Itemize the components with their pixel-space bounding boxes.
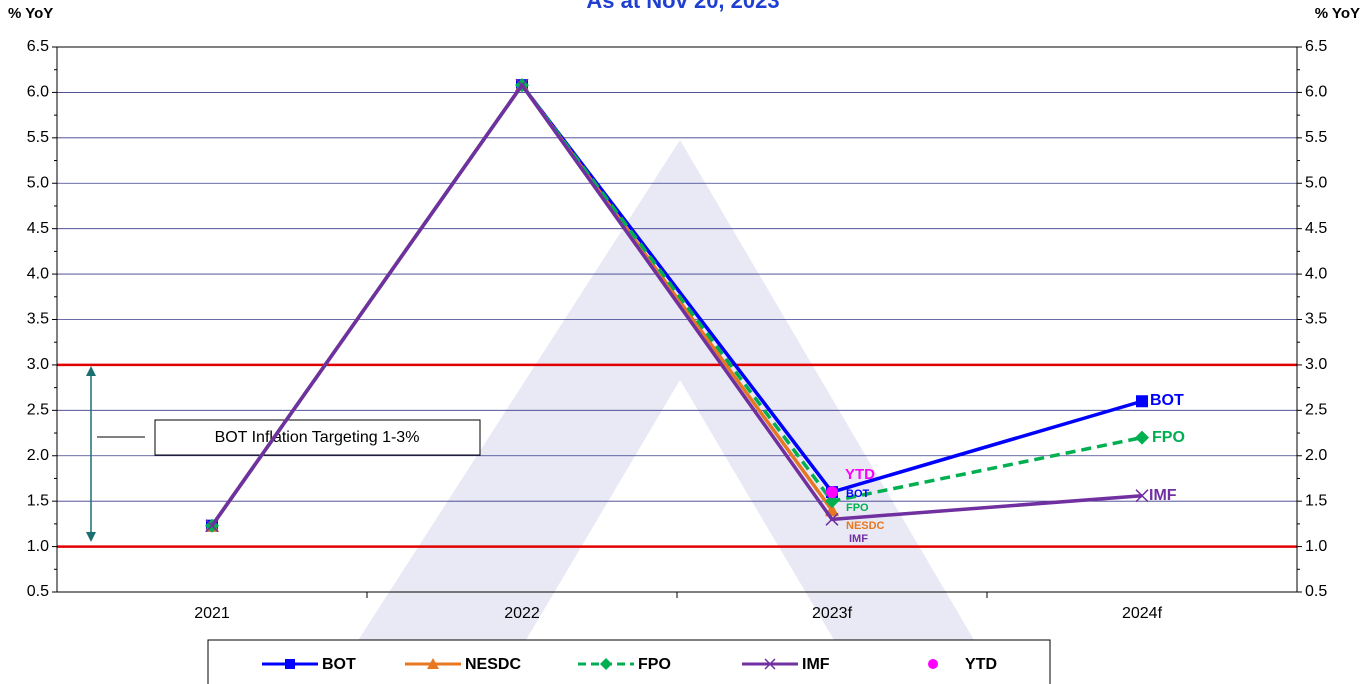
- legend-label: BOT: [322, 656, 356, 673]
- y2-tick-label: 0.5: [1305, 583, 1327, 600]
- legend-label: YTD: [965, 656, 997, 673]
- marker: [825, 512, 839, 526]
- plot-frame: [56, 46, 1298, 593]
- point-label: IMF: [849, 533, 868, 545]
- y2-tick-label: 3.5: [1305, 311, 1327, 328]
- y-tick-label: 5.0: [27, 174, 49, 191]
- y-tick-label: 4.5: [27, 220, 49, 237]
- legend-label: NESDC: [465, 656, 521, 673]
- y-tick-label: 4.0: [27, 265, 49, 282]
- y-tick-label: 3.5: [27, 311, 49, 328]
- series-group: [826, 486, 838, 499]
- y-tick-label: 0.5: [27, 583, 49, 600]
- point-labels: YTD BOT FPO NESDC IMF BOT FPO IMF: [845, 392, 1185, 545]
- series: [205, 78, 1149, 533]
- marker: [285, 659, 295, 669]
- y-tick-label: 6.0: [27, 84, 49, 101]
- point-label: YTD: [845, 466, 875, 483]
- marker: [1135, 489, 1149, 503]
- point-label: BOT: [846, 488, 870, 500]
- legend: BOT NESDC FPO IMF YTD: [262, 656, 997, 673]
- marker: [600, 658, 612, 670]
- point-label: FPO: [1152, 429, 1185, 446]
- y-tick-label: 2.0: [27, 447, 49, 464]
- marker: [928, 659, 938, 669]
- series-line: [210, 83, 1143, 527]
- y2-tick-label: 6.5: [1305, 38, 1327, 55]
- y-tick-label: 1.5: [27, 492, 49, 509]
- marker: [825, 494, 839, 509]
- point-label: BOT: [1150, 392, 1184, 409]
- annotation: BOT Inflation Targeting 1-3%: [215, 429, 420, 446]
- y2-axis-label: % YoY: [1315, 5, 1360, 22]
- y-tick-label: 3.0: [27, 356, 49, 373]
- y2-tick-label: 2.5: [1305, 402, 1327, 419]
- y-axis-label: % YoY: [8, 5, 53, 22]
- y-tick-label: 5.5: [27, 129, 49, 146]
- point-label: IMF: [1149, 487, 1177, 504]
- marker: [515, 78, 529, 92]
- point-label: FPO: [846, 502, 869, 514]
- marker: [764, 658, 776, 670]
- y-tick-label: 1.0: [27, 538, 49, 555]
- y-tick-label: 2.5: [27, 402, 49, 419]
- targets: [57, 363, 1297, 548]
- arrow-head: [86, 366, 96, 376]
- y2-tick-label: 3.0: [1305, 356, 1327, 373]
- x-tick-label: 2024f: [1122, 605, 1163, 622]
- legend-label: FPO: [638, 656, 671, 673]
- point-label: NESDC: [846, 520, 885, 532]
- x-tick-label: 2023f: [812, 605, 853, 622]
- marker: [427, 658, 439, 669]
- x-tick-label: 2021: [194, 605, 230, 622]
- y2-tick-label: 2.0: [1305, 447, 1327, 464]
- marker: [826, 486, 838, 499]
- annotation-box: [154, 419, 481, 456]
- legend-box: [207, 639, 1051, 684]
- y2-tick-label: 6.0: [1305, 84, 1327, 101]
- marker: [1135, 430, 1149, 445]
- y2-tick-label: 1.5: [1305, 492, 1327, 509]
- y2-tick-label: 5.5: [1305, 129, 1327, 146]
- watermark: [330, 140, 1000, 684]
- chart-title: As at Nov 20, 2023: [586, 0, 779, 13]
- y2-tick-label: 4.5: [1305, 220, 1327, 237]
- marker: [1136, 395, 1148, 408]
- y2-tick-label: 5.0: [1305, 174, 1327, 191]
- marker: [205, 519, 219, 533]
- y2-tick-label: 1.0: [1305, 538, 1327, 555]
- y2-tick-label: 4.0: [1305, 265, 1327, 282]
- arrow-head: [86, 532, 96, 542]
- series-group: [205, 78, 1149, 533]
- legend-label: IMF: [802, 656, 830, 673]
- y-tick-label: 6.5: [27, 38, 49, 55]
- x-tick-label: 2022: [504, 605, 540, 622]
